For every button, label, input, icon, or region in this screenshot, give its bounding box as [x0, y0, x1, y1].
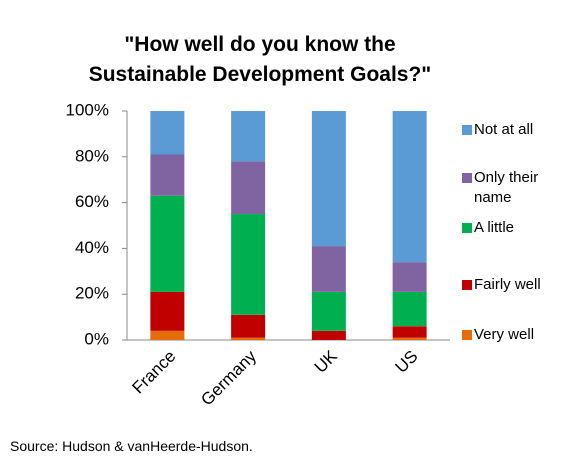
y-tick-label: 80% — [75, 146, 109, 165]
bar-segment — [150, 195, 185, 292]
bar-segment — [231, 214, 266, 315]
bar-segment — [150, 154, 185, 196]
legend-entry: Not at all — [460, 120, 572, 140]
legend-label: Fairly well — [474, 276, 541, 293]
y-tick-label: 100% — [66, 100, 109, 119]
y-tick-label: 20% — [75, 284, 109, 303]
x-tick-label: UK — [311, 346, 342, 377]
legend-swatch — [462, 330, 472, 340]
x-tick-label: Germany — [197, 346, 260, 409]
bar-segment — [150, 111, 185, 155]
bar-segment — [231, 111, 266, 162]
chart-title: "How well do you know the Sustainable De… — [88, 33, 432, 86]
bar-segment — [392, 337, 427, 340]
source: Source: Hudson & vanHeerde-Hudson. — [10, 438, 253, 454]
bar-segment — [150, 330, 185, 340]
legend-entry: Very well — [460, 325, 572, 345]
legend-swatch — [462, 173, 472, 183]
y-tick-label: 60% — [75, 192, 109, 211]
bar-segment — [311, 246, 346, 292]
bar-segment — [392, 326, 427, 338]
bar-segment — [311, 111, 346, 247]
bar-segment — [231, 161, 266, 215]
bar-segment — [392, 111, 427, 263]
legend-swatch — [462, 223, 472, 233]
bar-segment — [231, 337, 266, 340]
legend-label: Very well — [474, 326, 535, 343]
legend-swatch — [462, 125, 472, 135]
bar-segment — [392, 262, 427, 292]
y-tick-label: 40% — [75, 238, 109, 257]
legend-entry: Only their name — [460, 168, 572, 208]
legend-entry: A little — [460, 218, 572, 238]
legend-entry: Fairly well — [460, 275, 572, 295]
bar-segment — [311, 330, 346, 340]
legend-label: Not at all — [474, 121, 534, 138]
legend-label: A little — [474, 219, 515, 236]
legend-label: Only their name — [474, 169, 539, 206]
x-tick-label: US — [391, 347, 421, 377]
bar-segment — [231, 314, 266, 338]
x-tick-label: France — [129, 347, 180, 398]
legend-swatch — [462, 280, 472, 290]
bar-segment — [392, 291, 427, 327]
bar-segment — [311, 291, 346, 331]
y-tick-label: 0% — [84, 329, 109, 348]
bar-segment — [150, 291, 185, 331]
